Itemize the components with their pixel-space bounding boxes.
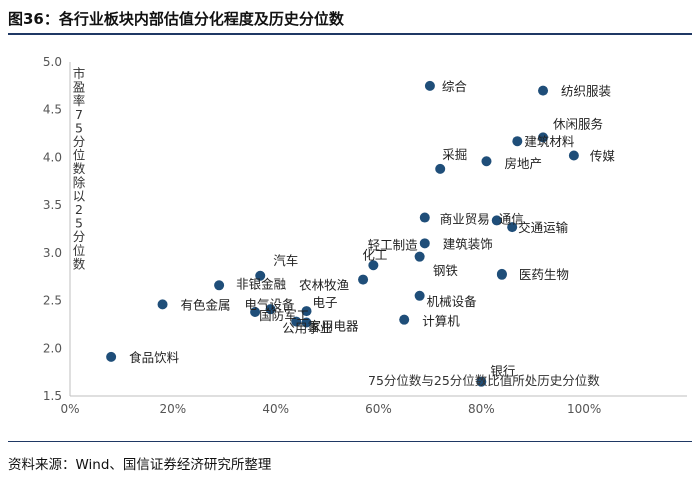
point-label: 建筑装饰 <box>443 236 493 251</box>
point-label: 采掘 <box>442 147 467 162</box>
y-axis-title-char: 数 <box>73 161 86 176</box>
data-point <box>301 306 312 317</box>
point-label: 电气设备 <box>245 297 296 312</box>
point-label: 非银金融 <box>236 276 287 291</box>
y-axis-title-char: 市 <box>73 66 86 81</box>
data-point <box>301 317 312 328</box>
data-point <box>214 280 225 291</box>
point-label: 医药生物 <box>519 267 569 282</box>
point-label: 商业贸易 <box>440 212 490 227</box>
y-tick-label: 3.5 <box>43 198 62 212</box>
point-label: 公用事业 <box>282 321 332 336</box>
data-point <box>496 269 507 280</box>
point-label: 轻工制造 <box>368 238 419 253</box>
point-label: 休闲服务 <box>553 116 603 131</box>
y-axis-title-char: 5 <box>75 120 83 135</box>
point-label: 化工 <box>362 247 387 262</box>
y-axis-title-char: 率 <box>73 93 86 108</box>
x-tick-label: 100% <box>567 402 601 416</box>
y-axis-title-char: 数 <box>73 256 86 271</box>
x-tick-label: 80% <box>468 402 495 416</box>
point-label: 电子 <box>313 295 338 310</box>
tick-labels: 1.5 2.0 2.5 3.0 3.5 4.0 4.5 5.0 0% 20% 40% 60% 80% 10… <box>43 55 601 416</box>
y-tick-label: 1.5 <box>43 389 62 403</box>
data-point <box>491 215 502 226</box>
point-label: 钢铁 <box>433 263 459 278</box>
x-tick-label: 40% <box>262 402 289 416</box>
point-label: 汽车 <box>273 253 298 268</box>
data-point <box>419 238 430 249</box>
point-label: 国防军工 <box>259 308 309 323</box>
data-points <box>106 80 579 387</box>
data-point <box>538 85 549 96</box>
point-label: 计算机 <box>422 314 460 329</box>
x-tick-label: 20% <box>159 402 186 416</box>
data-point <box>538 132 549 143</box>
y-axis-title-char: 盈 <box>73 80 86 95</box>
data-point <box>476 376 487 387</box>
y-tick-label: 5.0 <box>43 55 62 69</box>
point-label: 综合 <box>442 79 468 94</box>
data-point <box>106 351 117 362</box>
y-axis-title-char: 7 <box>75 107 83 122</box>
data-point <box>157 299 168 310</box>
data-point <box>414 290 425 301</box>
figure-title: 图36：各行业板块内部估值分化程度及历史分位数 <box>8 10 344 28</box>
x-tick-label: 60% <box>365 402 392 416</box>
y-axis-title-char: 5 <box>75 216 83 231</box>
title-divider <box>8 33 692 35</box>
data-point <box>424 80 435 91</box>
data-point <box>291 316 302 327</box>
data-point <box>265 304 276 315</box>
y-tick-label: 4.0 <box>43 150 62 164</box>
data-point <box>419 212 430 223</box>
data-point <box>255 270 266 281</box>
point-label: 银行 <box>490 364 515 379</box>
y-tick-label: 4.5 <box>43 103 62 117</box>
point-label: 食品饮料 <box>129 350 180 365</box>
data-point <box>568 150 579 161</box>
y-axis-title-char: 分 <box>73 134 86 149</box>
point-label: 房地产 <box>504 156 542 171</box>
source-divider <box>8 441 692 442</box>
y-tick-label: 2.5 <box>43 294 62 308</box>
point-label: 交通运输 <box>518 220 569 235</box>
x-tick-label: 0% <box>60 402 79 416</box>
axes <box>69 62 687 397</box>
data-point <box>358 274 369 285</box>
x-axis-title: 75分位数与25分位数比值所处历史分位数 <box>368 373 600 388</box>
point-label: 传媒 <box>590 149 616 164</box>
y-tick-label: 3.0 <box>43 246 62 260</box>
source-note: 资料来源：Wind、国信证券经济研究所整理 <box>8 457 272 473</box>
point-label: 有色金属 <box>181 297 231 312</box>
data-point <box>250 307 261 318</box>
data-point <box>414 251 425 262</box>
y-axis-title-char: 分 <box>73 229 86 244</box>
y-axis-title-char: 以 <box>73 188 86 203</box>
point-label: 建筑材料 <box>524 134 575 149</box>
point-label: 机械设备 <box>427 294 478 309</box>
data-point <box>368 260 379 271</box>
point-label: 农林牧渔 <box>299 278 349 293</box>
point-label: 通信 <box>499 211 524 226</box>
y-tick-label: 2.0 <box>43 341 62 355</box>
data-point <box>507 222 518 233</box>
y-axis-title: 市盈率 7 5 分位数除以 2 5 分位数 <box>73 66 86 271</box>
data-point <box>481 156 492 167</box>
data-point <box>399 314 410 325</box>
point-label: 纺织服装 <box>561 84 611 99</box>
y-axis-title-char: 位 <box>73 243 86 258</box>
data-point <box>435 163 446 174</box>
y-axis-title-char: 2 <box>75 202 83 217</box>
data-point <box>512 136 523 147</box>
y-axis-title-char: 位 <box>73 148 86 163</box>
y-axis-title-char: 除 <box>73 175 86 190</box>
point-label: 家用电器 <box>309 319 360 334</box>
